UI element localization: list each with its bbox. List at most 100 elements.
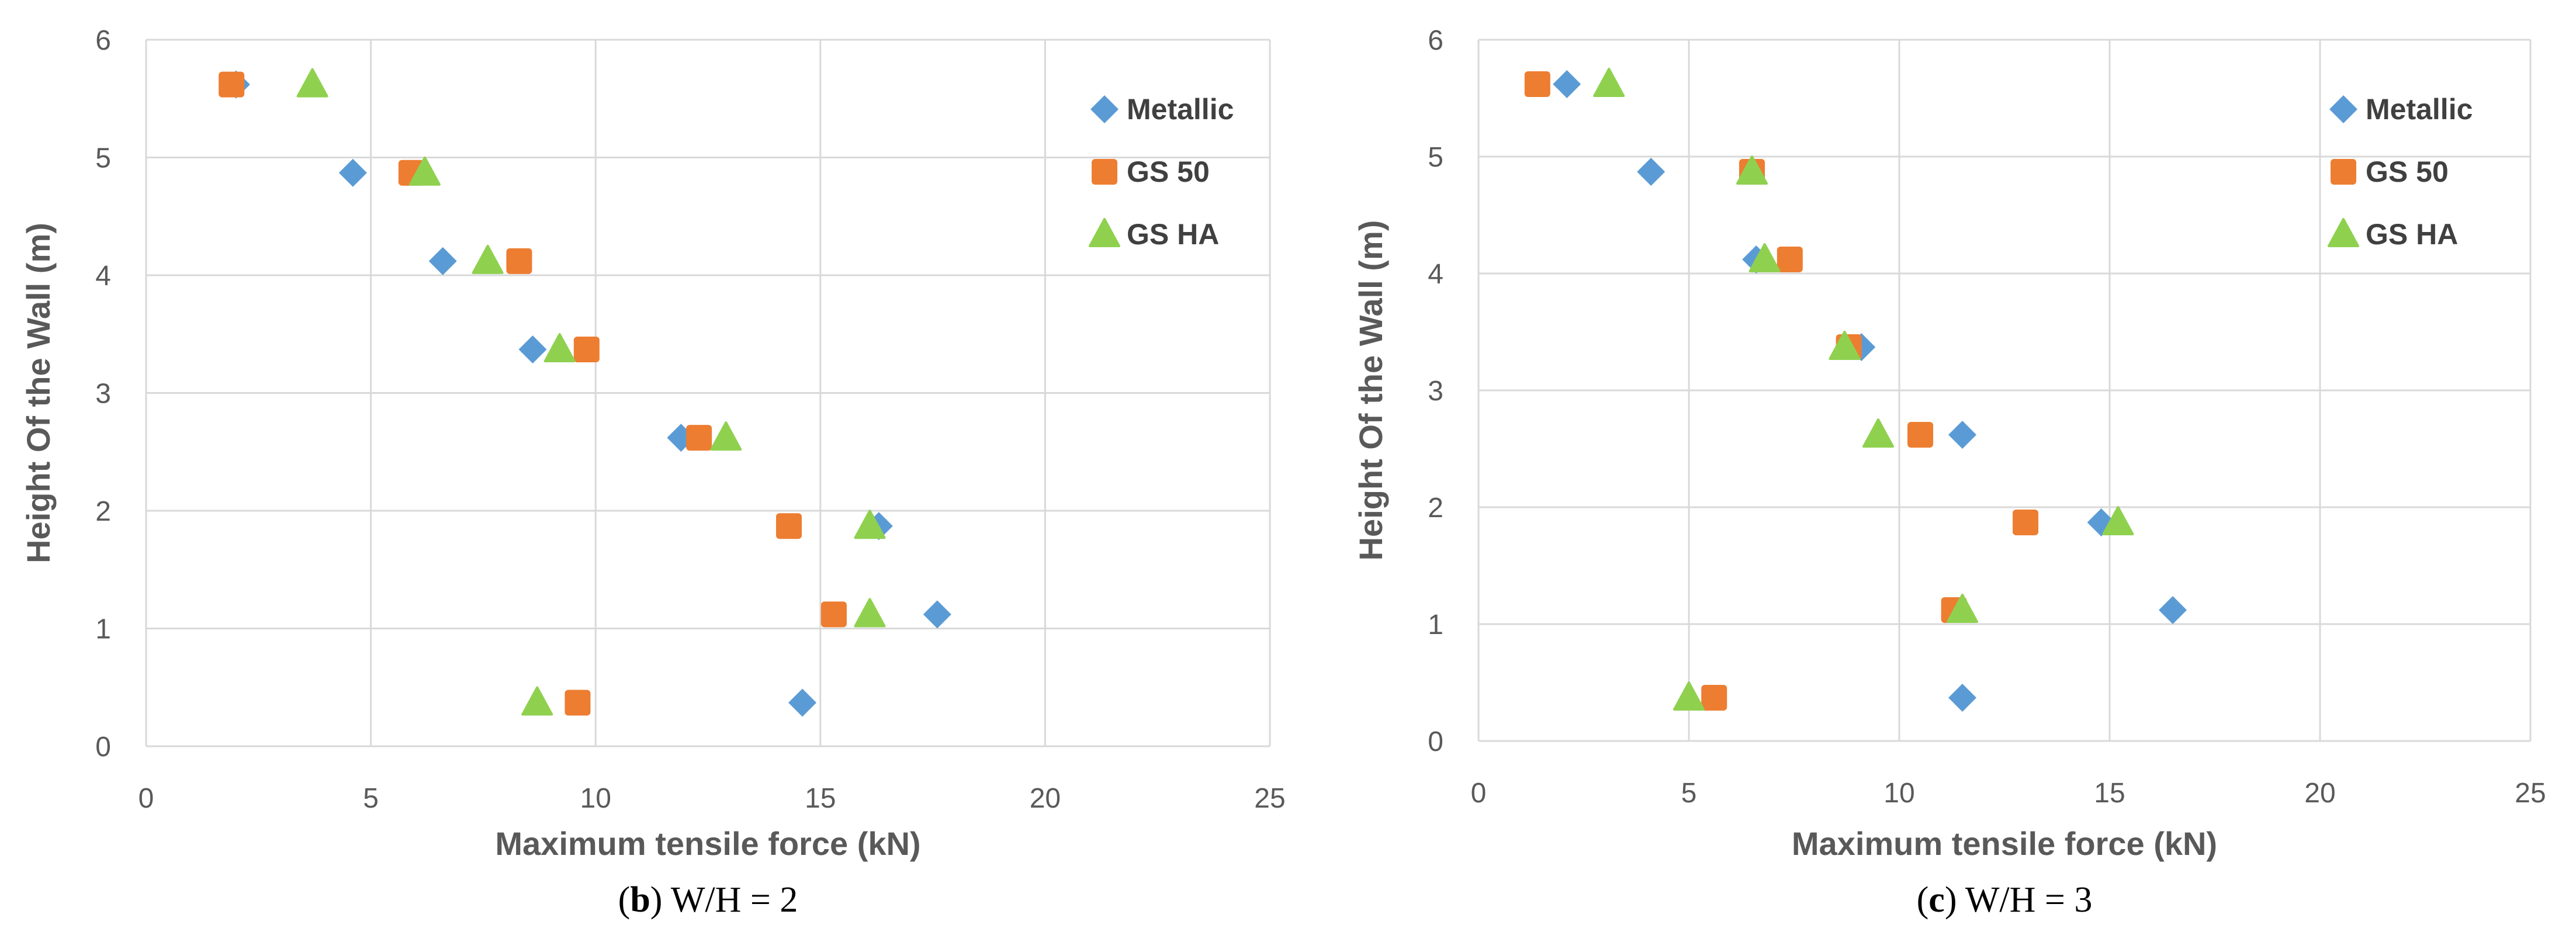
caption-paren-open: ( — [1917, 880, 1929, 920]
x-tick-label: 5 — [363, 783, 379, 814]
x-tick-label: 0 — [1471, 778, 1487, 809]
legend-label: GS HA — [1127, 218, 1219, 251]
data-point — [338, 158, 367, 187]
legend-label: Metallic — [1127, 93, 1234, 126]
x-tick-label: 15 — [2094, 778, 2125, 809]
series-gs-ha — [1593, 68, 2134, 711]
caption-text: W/H = 3 — [1957, 880, 2092, 920]
y-tick-label: 3 — [1428, 376, 1443, 407]
y-tick-label: 0 — [1428, 726, 1443, 757]
legend-marker — [1089, 218, 1120, 247]
panel-caption: (c) W/H = 3 — [1917, 880, 2093, 920]
data-point — [1673, 681, 1705, 711]
panel-caption: (b) W/H = 2 — [618, 880, 798, 920]
series-metallic — [1553, 70, 2187, 712]
x-axis-title: Maximum tensile force (kN) — [495, 825, 920, 862]
data-point — [543, 333, 576, 362]
legend-marker — [2328, 218, 2359, 247]
caption-text: W/H = 2 — [662, 880, 798, 920]
series-gs-ha — [296, 68, 886, 716]
data-point — [1862, 418, 1894, 448]
data-point — [1736, 155, 1768, 185]
legend-label: GS 50 — [2366, 155, 2449, 188]
data-point — [820, 601, 847, 628]
y-tick-label: 4 — [95, 261, 111, 292]
data-point — [1907, 422, 1933, 448]
data-point — [518, 335, 547, 363]
x-tick-label: 0 — [139, 783, 154, 814]
data-point — [854, 510, 886, 539]
x-tick-label: 25 — [2515, 778, 2546, 809]
data-point — [1947, 594, 1978, 623]
legend-label: Metallic — [2366, 93, 2473, 126]
chart-panel-c: 0 1 2 3 4 5 6 0 5 10 15 20 25 Maximum tensile force (… — [1352, 25, 2546, 920]
legend-label: GS HA — [2366, 218, 2458, 251]
data-point — [521, 686, 553, 716]
x-tick-label: 25 — [1254, 783, 1285, 814]
caption-paren-close: ) — [1945, 880, 1957, 920]
legend-marker — [2329, 95, 2357, 123]
data-point — [686, 425, 712, 451]
data-point — [1829, 331, 1861, 360]
data-point — [1948, 684, 1976, 712]
legend-marker — [1090, 95, 1119, 123]
data-point — [506, 248, 532, 274]
legend-marker — [2331, 159, 2356, 185]
data-point — [2159, 596, 2187, 624]
data-point — [2102, 506, 2134, 535]
x-tick-label: 20 — [2304, 778, 2335, 809]
data-point — [1637, 158, 1666, 186]
y-tick-label: 2 — [95, 496, 111, 527]
data-point — [710, 421, 742, 451]
data-point — [408, 156, 441, 186]
legend-label: GS 50 — [1127, 155, 1210, 188]
data-point — [788, 688, 817, 717]
gridlines — [1477, 39, 2532, 742]
y-tick-label: 6 — [1428, 25, 1443, 56]
data-point — [1553, 70, 1581, 98]
x-tick-label: 10 — [1883, 778, 1914, 809]
data-point — [1948, 421, 1976, 449]
x-axis-title: Maximum tensile force (kN) — [1792, 825, 2217, 862]
y-axis-title: Height Of the Wall (m) — [1352, 220, 1389, 561]
x-tick-label: 5 — [1681, 778, 1697, 809]
caption-letter: b — [630, 880, 650, 920]
data-point — [565, 690, 591, 716]
y-tick-label: 1 — [95, 614, 111, 645]
data-point — [1593, 68, 1625, 97]
data-point — [923, 600, 951, 629]
y-axis-title: Height Of the Wall (m) — [20, 223, 57, 563]
caption-paren-close: ) — [650, 880, 663, 920]
y-tick-label: 3 — [95, 379, 111, 410]
data-point — [1749, 243, 1781, 272]
x-tick-label: 20 — [1030, 783, 1061, 814]
gridlines — [145, 39, 1271, 747]
y-tick-label: 4 — [1428, 259, 1443, 290]
data-point — [1524, 71, 1550, 97]
y-tick-label: 5 — [95, 143, 111, 174]
y-tick-label: 6 — [95, 25, 111, 56]
data-point — [219, 71, 245, 98]
data-point — [573, 336, 600, 362]
caption-letter: c — [1928, 880, 1945, 920]
caption-paren-open: ( — [618, 880, 631, 920]
data-point — [854, 598, 886, 628]
chart-panel-b: 0 1 2 3 4 5 6 0 5 10 15 20 25 Maximum tensile force (… — [20, 25, 1286, 920]
data-point — [472, 244, 504, 274]
data-point — [775, 513, 802, 539]
y-tick-label: 1 — [1428, 609, 1443, 640]
data-point — [2013, 510, 2038, 535]
y-tick-label: 2 — [1428, 493, 1443, 524]
legend-marker — [1092, 159, 1117, 185]
x-tick-label: 15 — [805, 783, 836, 814]
legend: Metallic GS 50 GS HA — [2328, 93, 2473, 251]
data-point — [1777, 247, 1803, 272]
y-tick-label: 0 — [95, 732, 111, 763]
data-point — [428, 247, 457, 275]
legend: Metallic GS 50 GS HA — [1089, 93, 1234, 251]
data-point — [1701, 685, 1727, 711]
x-tick-label: 10 — [580, 783, 611, 814]
data-point — [296, 68, 328, 98]
y-tick-label: 5 — [1428, 142, 1443, 173]
